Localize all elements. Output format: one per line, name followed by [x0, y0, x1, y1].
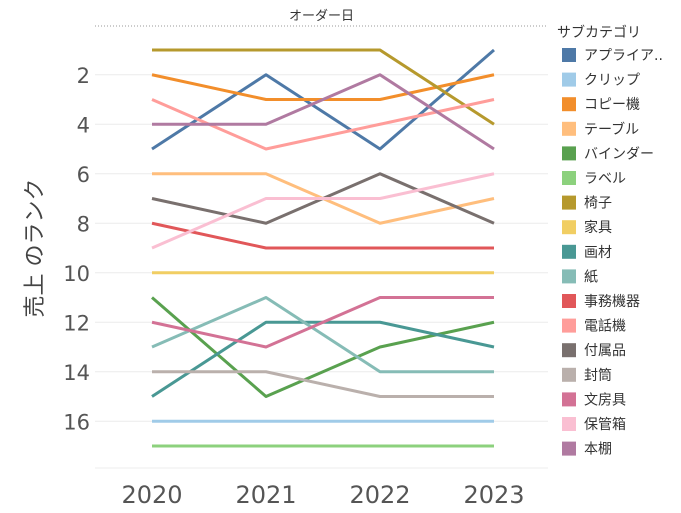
legend-label: 付属品: [584, 343, 626, 359]
legend-swatch: [562, 367, 576, 382]
legend-label: 紙: [584, 269, 598, 285]
legend-swatch: [562, 392, 576, 407]
series-line: [151, 172, 495, 250]
legend-label: 文房具: [584, 392, 626, 408]
legend-label: 電話機: [584, 318, 626, 335]
legend-label: 事務機器: [584, 294, 640, 310]
series-line: [151, 296, 495, 398]
y-tick-label: 10: [63, 262, 90, 286]
legend-swatch: [562, 417, 576, 431]
x-tick-label: 2023: [463, 481, 524, 509]
legend-swatch: [562, 195, 576, 210]
legend-label: 家具: [584, 219, 612, 236]
series-lines: [151, 48, 495, 448]
y-tick-label: 8: [77, 212, 90, 236]
legend-swatch: [562, 171, 576, 185]
legend-label: 画材: [584, 245, 612, 261]
legend-label: 保管箱: [584, 417, 626, 433]
y-tick-label: 4: [77, 113, 90, 137]
legend-swatch: [562, 146, 576, 161]
legend-swatch: [562, 441, 576, 456]
series-line: [151, 296, 494, 349]
legend-swatch: [562, 318, 576, 333]
legend-label: テーブル: [584, 121, 639, 138]
legend-swatch: [562, 294, 576, 308]
legend-swatch: [562, 121, 576, 136]
series-line: [151, 296, 494, 374]
legend-label: バインダー: [584, 146, 654, 162]
x-tick-label: 2021: [235, 481, 296, 509]
x-tick-label: 2020: [121, 481, 182, 509]
legend-swatch: [562, 244, 576, 259]
y-axis-title: 売上 のランク: [23, 179, 48, 318]
legend-label: アプライア..: [584, 48, 663, 64]
legend-label: 本棚: [584, 442, 612, 458]
x-tick-label: 2022: [349, 481, 410, 509]
y-tick-label: 14: [63, 361, 90, 385]
series-line: [151, 48, 495, 151]
y-tick-label: 12: [63, 311, 90, 335]
chart-title: オーダー日: [289, 9, 354, 24]
legend-swatch: [562, 343, 576, 358]
legend-swatch: [562, 97, 576, 112]
legend-label: ラベル: [584, 171, 626, 187]
series-line: [152, 370, 494, 398]
series-line: [152, 48, 495, 126]
legend-title: サブカテゴリ: [557, 24, 641, 41]
legend-label: クリップ: [584, 73, 640, 89]
legend-label: コピー機: [584, 97, 640, 113]
legend: サブカテゴリ アプライア.. クリップコピー機テーブルバインダーラベル椅子家具画材…: [557, 24, 663, 458]
series-line: [152, 73, 495, 151]
legend-label: 封筒: [584, 367, 612, 384]
x-axis-ticks: 2020 2021 2022 2023: [121, 481, 524, 509]
legend-swatch: [562, 269, 576, 284]
legend-swatch: [562, 48, 576, 62]
series-line: [151, 221, 494, 250]
legend-swatch: [562, 220, 576, 235]
y-tick-label: 16: [63, 410, 90, 434]
legend-label: 椅子: [584, 196, 612, 212]
legend-swatch: [562, 72, 576, 87]
y-axis-ticks: 2 4 6 8 10 12 14 16: [63, 64, 90, 435]
y-tick-label: 6: [77, 163, 90, 187]
y-tick-label: 2: [77, 64, 90, 88]
